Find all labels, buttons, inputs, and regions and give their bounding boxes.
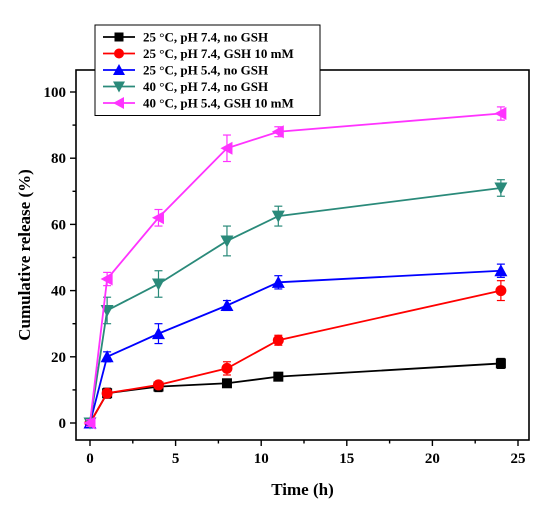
- series-3: [83, 263, 508, 429]
- series-line: [89, 289, 502, 424]
- series-line: [89, 362, 501, 424]
- data-point: [113, 64, 125, 75]
- data-point: [114, 32, 124, 42]
- legend-item: 25 °C, pH 5.4, no GSH: [103, 63, 268, 78]
- y-tick-label: 20: [51, 350, 66, 366]
- y-tick-label: 80: [51, 151, 66, 167]
- data-point: [100, 272, 113, 286]
- plot-frame: [75, 69, 530, 441]
- legend-item: 40 °C, pH 5.4, GSH 10 mM: [103, 96, 294, 111]
- data-point: [220, 235, 234, 248]
- y-tick-label: 0: [59, 416, 67, 432]
- data-point: [100, 350, 114, 363]
- data-point: [151, 327, 165, 340]
- x-tick-label: 25: [511, 451, 526, 467]
- data-point: [152, 379, 164, 391]
- data-point: [221, 378, 232, 389]
- y-axis-title: Cumulative release (%): [15, 169, 34, 341]
- series-line: [89, 112, 501, 424]
- series-line: [89, 269, 501, 424]
- series-5: [83, 106, 507, 430]
- x-tick-label: 0: [86, 451, 94, 467]
- y-tick-label: 60: [51, 217, 66, 233]
- y-tick-label: 100: [44, 85, 67, 101]
- data-point: [495, 285, 507, 297]
- data-point: [220, 141, 233, 155]
- data-point: [271, 275, 285, 288]
- x-tick-label: 10: [254, 451, 269, 467]
- series-1: [85, 357, 506, 428]
- data-point: [113, 81, 125, 93]
- data-point: [271, 210, 285, 223]
- data-point: [271, 125, 284, 139]
- series-4: [83, 179, 508, 430]
- legend-label: 40 °C, pH 5.4, GSH 10 mM: [143, 96, 294, 111]
- series-line: [89, 187, 501, 424]
- legend-item: 25 °C, pH 7.4, GSH 10 mM: [103, 46, 294, 61]
- data-point: [272, 334, 284, 346]
- series-layer: [83, 106, 508, 430]
- y-tick-label: 40: [51, 284, 66, 300]
- data-point: [113, 97, 124, 109]
- data-point: [114, 48, 124, 59]
- data-point: [151, 278, 165, 291]
- legend-item: 25 °C, pH 7.4, no GSH: [103, 30, 268, 45]
- data-point: [151, 211, 164, 225]
- x-axis-title: Time (h): [271, 480, 334, 499]
- x-tick-label: 20: [425, 451, 440, 467]
- axes-layer: 0 5 10 15 20 25 0 20 40 60 80 100: [44, 69, 530, 467]
- data-point: [273, 371, 284, 382]
- series-2: [84, 280, 507, 429]
- data-point: [494, 182, 508, 195]
- data-point: [494, 264, 508, 277]
- legend-label: 40 °C, pH 7.4, no GSH: [143, 79, 268, 94]
- legend-item: 40 °C, pH 7.4, no GSH: [103, 79, 268, 94]
- legend-label: 25 °C, pH 7.4, no GSH: [143, 30, 268, 45]
- data-point: [495, 358, 506, 369]
- data-point: [221, 362, 233, 374]
- data-point: [494, 107, 507, 121]
- x-tick-label: 5: [172, 451, 180, 467]
- data-point: [220, 298, 234, 311]
- legend-label: 25 °C, pH 5.4, no GSH: [143, 63, 268, 78]
- data-point: [101, 387, 113, 399]
- x-tick-label: 15: [339, 451, 354, 467]
- data-point: [83, 416, 96, 430]
- legend-label: 25 °C, pH 7.4, GSH 10 mM: [143, 46, 294, 61]
